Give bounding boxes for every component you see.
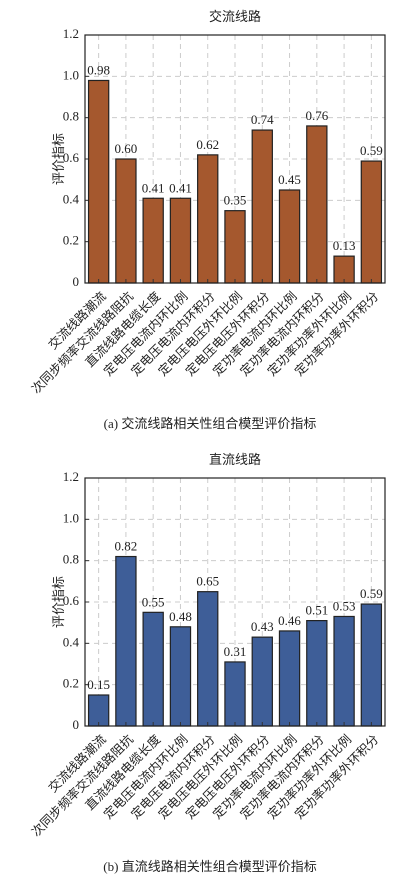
y-axis-label: 评价指标 [51,576,66,628]
value-label: 0.35 [224,193,247,208]
bar [115,555,137,727]
bar [87,694,110,727]
value-label: 0.82 [115,539,138,554]
y-tick-label: 0 [73,274,80,289]
y-tick-label: 1.0 [63,67,79,82]
value-label: 0.65 [196,574,219,589]
bar [197,154,219,284]
value-label: 0.55 [142,594,165,609]
value-label: 0.98 [87,62,110,77]
y-tick-label: 0.4 [63,634,80,649]
value-label: 0.76 [305,108,328,123]
y-tick-label: 0.6 [63,593,80,608]
bar [278,630,301,727]
y-axis-label: 评价指标 [51,133,66,185]
value-label: 0.13 [333,238,356,253]
value-label: 0.53 [333,598,356,613]
value-label: 0.59 [360,143,383,158]
bar [169,197,192,284]
value-label: 0.51 [305,603,328,618]
caption: (b) 直流线路相关性组合模型评价指标 [103,859,316,874]
bar [333,615,355,727]
caption: (a) 交流线路相关性组合模型评价指标 [104,416,317,431]
chart-title: 直流线路 [209,452,261,467]
bar [306,619,328,727]
y-tick-label: 0.2 [63,233,79,248]
value-label: 0.59 [360,586,383,601]
y-tick-label: 0 [73,717,80,732]
value-label: 0.31 [224,644,247,659]
bar [251,636,273,727]
bar [224,661,246,727]
y-tick-label: 0.6 [63,150,80,165]
value-label: 0.62 [196,137,219,152]
y-tick-label: 1.2 [63,26,79,41]
bar [360,603,383,727]
value-label: 0.15 [87,677,110,692]
bar [142,197,164,284]
value-label: 0.60 [115,141,138,156]
bar [169,626,192,727]
bar [115,158,137,284]
y-tick-label: 1.0 [63,510,79,525]
y-tick-label: 0.8 [63,109,79,124]
bar [251,129,273,284]
bar [224,210,246,284]
bar [142,611,164,727]
y-tick-label: 0.8 [63,552,79,567]
bar [333,255,355,284]
value-label: 0.41 [142,180,165,195]
y-tick-label: 0.4 [63,191,80,206]
y-tick-label: 1.2 [63,469,79,484]
value-label: 0.41 [169,180,192,195]
value-label: 0.46 [278,613,301,628]
value-label: 0.45 [278,172,301,187]
chart-title: 交流线路 [209,9,261,24]
bar [278,189,301,284]
plot-frame [84,477,386,727]
value-label: 0.48 [169,609,192,624]
y-tick-label: 0.2 [63,676,79,691]
bar [87,79,110,284]
value-label: 0.43 [251,619,274,634]
plot-frame [84,34,386,284]
bar [306,125,328,284]
value-label: 0.74 [251,112,274,127]
bar [360,160,383,284]
bar [197,591,219,727]
